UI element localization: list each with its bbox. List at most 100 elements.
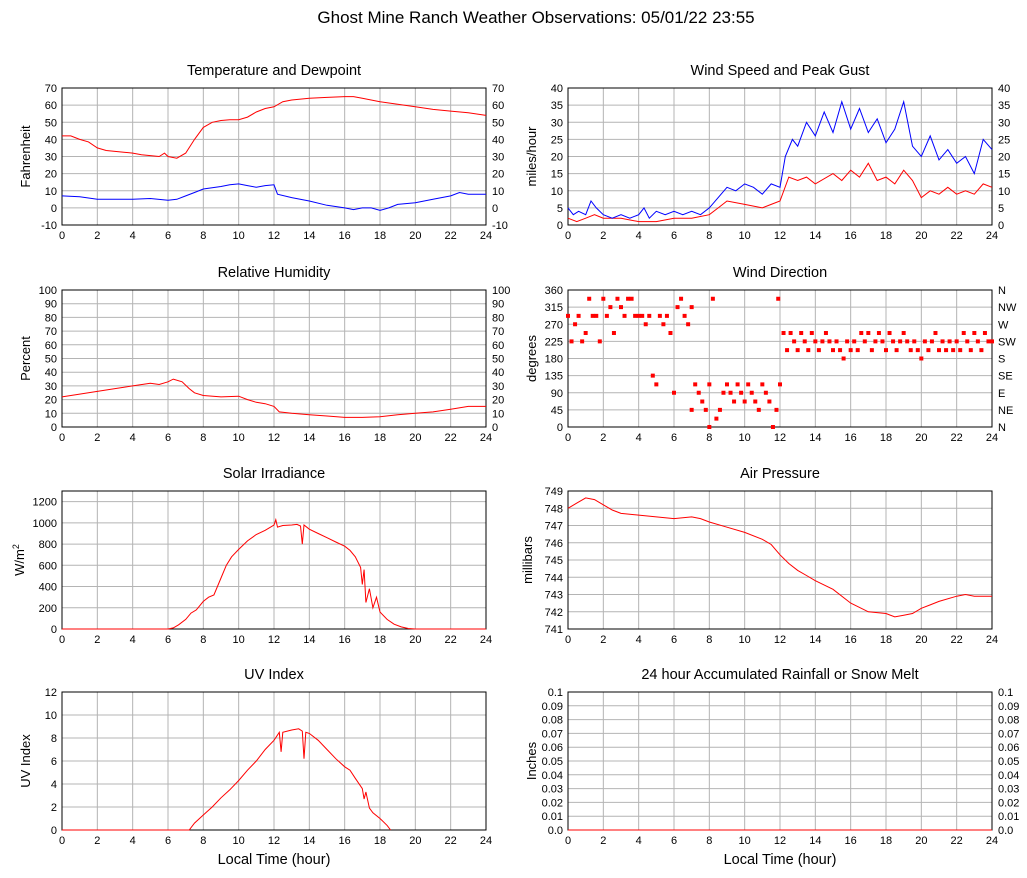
x-tick-label: 0 — [59, 230, 65, 242]
series-line-0 — [62, 728, 391, 831]
wind-direction-point — [887, 331, 892, 336]
y-tick-label: 1200 — [33, 497, 57, 509]
y-tick-label: 10 — [45, 408, 57, 420]
y-tick-label: 40 — [45, 367, 57, 379]
wind-direction-point — [629, 296, 634, 301]
wind-direction-point — [682, 313, 687, 318]
x-tick-label: 0 — [59, 432, 65, 444]
wind-direction-point — [940, 339, 945, 344]
x-tick-label: 4 — [130, 835, 136, 847]
wind-direction-point — [601, 296, 606, 301]
x-tick-label: 8 — [706, 432, 712, 444]
y-tick-label-right: 20 — [998, 152, 1010, 164]
x-tick-label: 4 — [130, 230, 136, 242]
y-tick-label-right: 50 — [492, 354, 504, 366]
wind-direction-point — [717, 407, 722, 412]
plot-frame — [567, 289, 993, 428]
x-tick-label: 14 — [303, 230, 315, 242]
wind-direction-point — [933, 331, 938, 336]
wind-direction-point — [869, 348, 874, 353]
wind-direction-point — [785, 348, 790, 353]
wind-direction-point — [643, 322, 648, 327]
y-tick-label: 25 — [551, 134, 563, 146]
x-tick-label: 8 — [200, 432, 206, 444]
x-tick-label: 16 — [339, 230, 351, 242]
x-tick-label: 12 — [774, 634, 786, 646]
wind-direction-point — [937, 348, 941, 353]
x-tick-label: 2 — [94, 230, 100, 242]
wind-direction-point — [845, 339, 850, 344]
wind-direction-point — [778, 382, 782, 387]
chart-title: Wind Speed and Peak Gust — [691, 63, 870, 79]
y-tick-label: 8 — [51, 733, 57, 745]
wind-direction-point — [580, 339, 585, 344]
y-tick-label: 360 — [545, 285, 563, 297]
x-tick-label: 6 — [671, 835, 677, 847]
x-tick-label: 6 — [671, 432, 677, 444]
y-axis-label: UV Index — [18, 734, 33, 788]
x-tick-label: 20 — [409, 230, 421, 242]
y-tick-label: 741 — [545, 624, 563, 636]
y-tick-label: 30 — [45, 152, 57, 164]
plot-frame — [61, 691, 487, 831]
y-axis-label: miles/hour — [524, 126, 539, 187]
wind-direction-point — [982, 331, 987, 336]
y-tick-label: 4 — [51, 779, 57, 791]
wind-direction-point — [633, 313, 638, 318]
wind-direction-point — [626, 296, 631, 301]
wind-direction-point — [689, 305, 694, 310]
wind-direction-point — [583, 331, 588, 336]
chart-title: Relative Humidity — [218, 265, 332, 281]
x-tick-label: 24 — [480, 835, 492, 847]
wind-direction-point — [841, 356, 846, 361]
wind-direction-point — [760, 382, 765, 387]
y-tick-label-right: 30 — [998, 117, 1010, 129]
chart-title: UV Index — [244, 667, 304, 683]
wind-direction-point — [587, 296, 592, 301]
y-tick-label-right: SE — [998, 371, 1013, 383]
wind-direction-point — [689, 407, 694, 412]
wind-direction-point — [788, 331, 793, 336]
x-tick-label: 18 — [374, 230, 386, 242]
wind-direction-point — [675, 305, 680, 310]
x-tick-label: 2 — [600, 634, 606, 646]
x-tick-label: 24 — [480, 634, 492, 646]
y-tick-label: 135 — [545, 371, 563, 383]
wind-direction-point — [990, 339, 994, 344]
y-tick-label: 10 — [45, 186, 57, 198]
y-tick-label: 0 — [557, 422, 563, 434]
wind-direction-point — [763, 390, 768, 395]
wind-direction-point — [608, 305, 613, 310]
wind-direction-point — [668, 331, 673, 336]
x-tick-label: 16 — [845, 230, 857, 242]
chart-title: Temperature and Dewpoint — [187, 63, 361, 79]
y-tick-label: 800 — [39, 539, 57, 551]
wind-direction-point — [816, 348, 821, 353]
y-tick-label-right: 0.09 — [998, 701, 1019, 713]
wind-direction-point — [919, 356, 924, 361]
x-tick-label: 10 — [739, 835, 751, 847]
y-tick-label-right: 0.06 — [998, 742, 1019, 754]
wind-direction-point — [661, 322, 666, 327]
y-tick-label: 0 — [51, 422, 57, 434]
x-tick-label: 18 — [880, 835, 892, 847]
wind-direction-point — [855, 348, 860, 353]
y-tick-label: 6 — [51, 756, 57, 768]
y-tick-label: 10 — [45, 710, 57, 722]
y-tick-label-right: 5 — [998, 203, 1004, 215]
series-line-0 — [62, 96, 487, 159]
x-tick-label: 14 — [809, 230, 821, 242]
y-tick-label-right: 20 — [492, 395, 504, 407]
y-tick-label-right: 0.02 — [998, 797, 1019, 809]
x-tick-label: 0 — [59, 634, 65, 646]
x-tick-label: 8 — [706, 634, 712, 646]
y-tick-label: 315 — [545, 302, 563, 314]
wind-direction-point — [679, 296, 684, 301]
x-tick-label: 6 — [165, 230, 171, 242]
wind-direction-point — [714, 416, 719, 421]
x-tick-label: 6 — [165, 634, 171, 646]
x-tick-label: 20 — [915, 835, 927, 847]
